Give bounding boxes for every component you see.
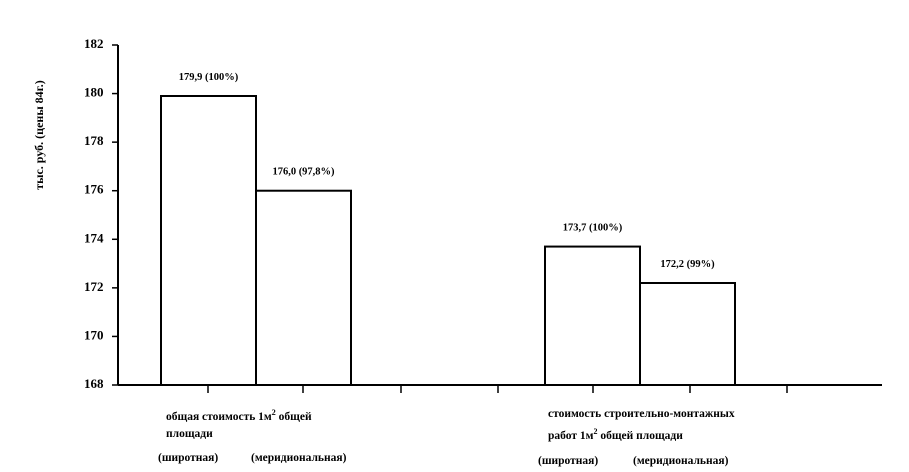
bar-g1-s2	[255, 189, 352, 386]
data-label-g1-s1: 179,9 (100%)	[179, 72, 239, 83]
y-tick-label-176: 176	[84, 182, 104, 197]
y-ticks: 168 170 172 174 176 178 180 182	[84, 36, 118, 391]
y-tick-label-168: 168	[84, 376, 104, 391]
data-label-g2-s2: 172,2 (99%)	[660, 259, 715, 270]
data-labels: 179,9 (100%) 176,0 (97,8%) 173,7 (100%) 172…	[179, 72, 715, 270]
series-label-latitudinal-2: (широтная)	[538, 455, 599, 467]
y-tick-label-172: 172	[84, 279, 104, 294]
data-label-g2-s1: 173,7 (100%)	[563, 223, 623, 234]
series-label-latitudinal-1: (широтная)	[158, 452, 219, 464]
series-label-meridional-2: (меридиональная)	[633, 455, 729, 467]
y-tick-label-174: 174	[84, 230, 104, 245]
y-axis-label: тыс. руб. (цены 84г.)	[32, 80, 46, 190]
category-label-2: стоимость строительно-монтажных работ 1м…	[548, 408, 735, 442]
bar-g2-s1	[544, 245, 641, 386]
category-label-1: общая стоимость 1м2 общей площади	[166, 408, 312, 440]
y-tick-label-170: 170	[84, 327, 104, 342]
y-tick-label-182: 182	[84, 36, 104, 51]
bars	[160, 95, 736, 386]
bar-g1-s1	[160, 95, 257, 386]
bar-g2-s2	[639, 282, 736, 386]
y-tick-label-180: 180	[84, 85, 104, 100]
data-label-g1-s2: 176,0 (97,8%)	[272, 167, 335, 178]
series-label-meridional-1: (меридиональная)	[251, 452, 347, 464]
y-tick-label-178: 178	[84, 133, 104, 148]
